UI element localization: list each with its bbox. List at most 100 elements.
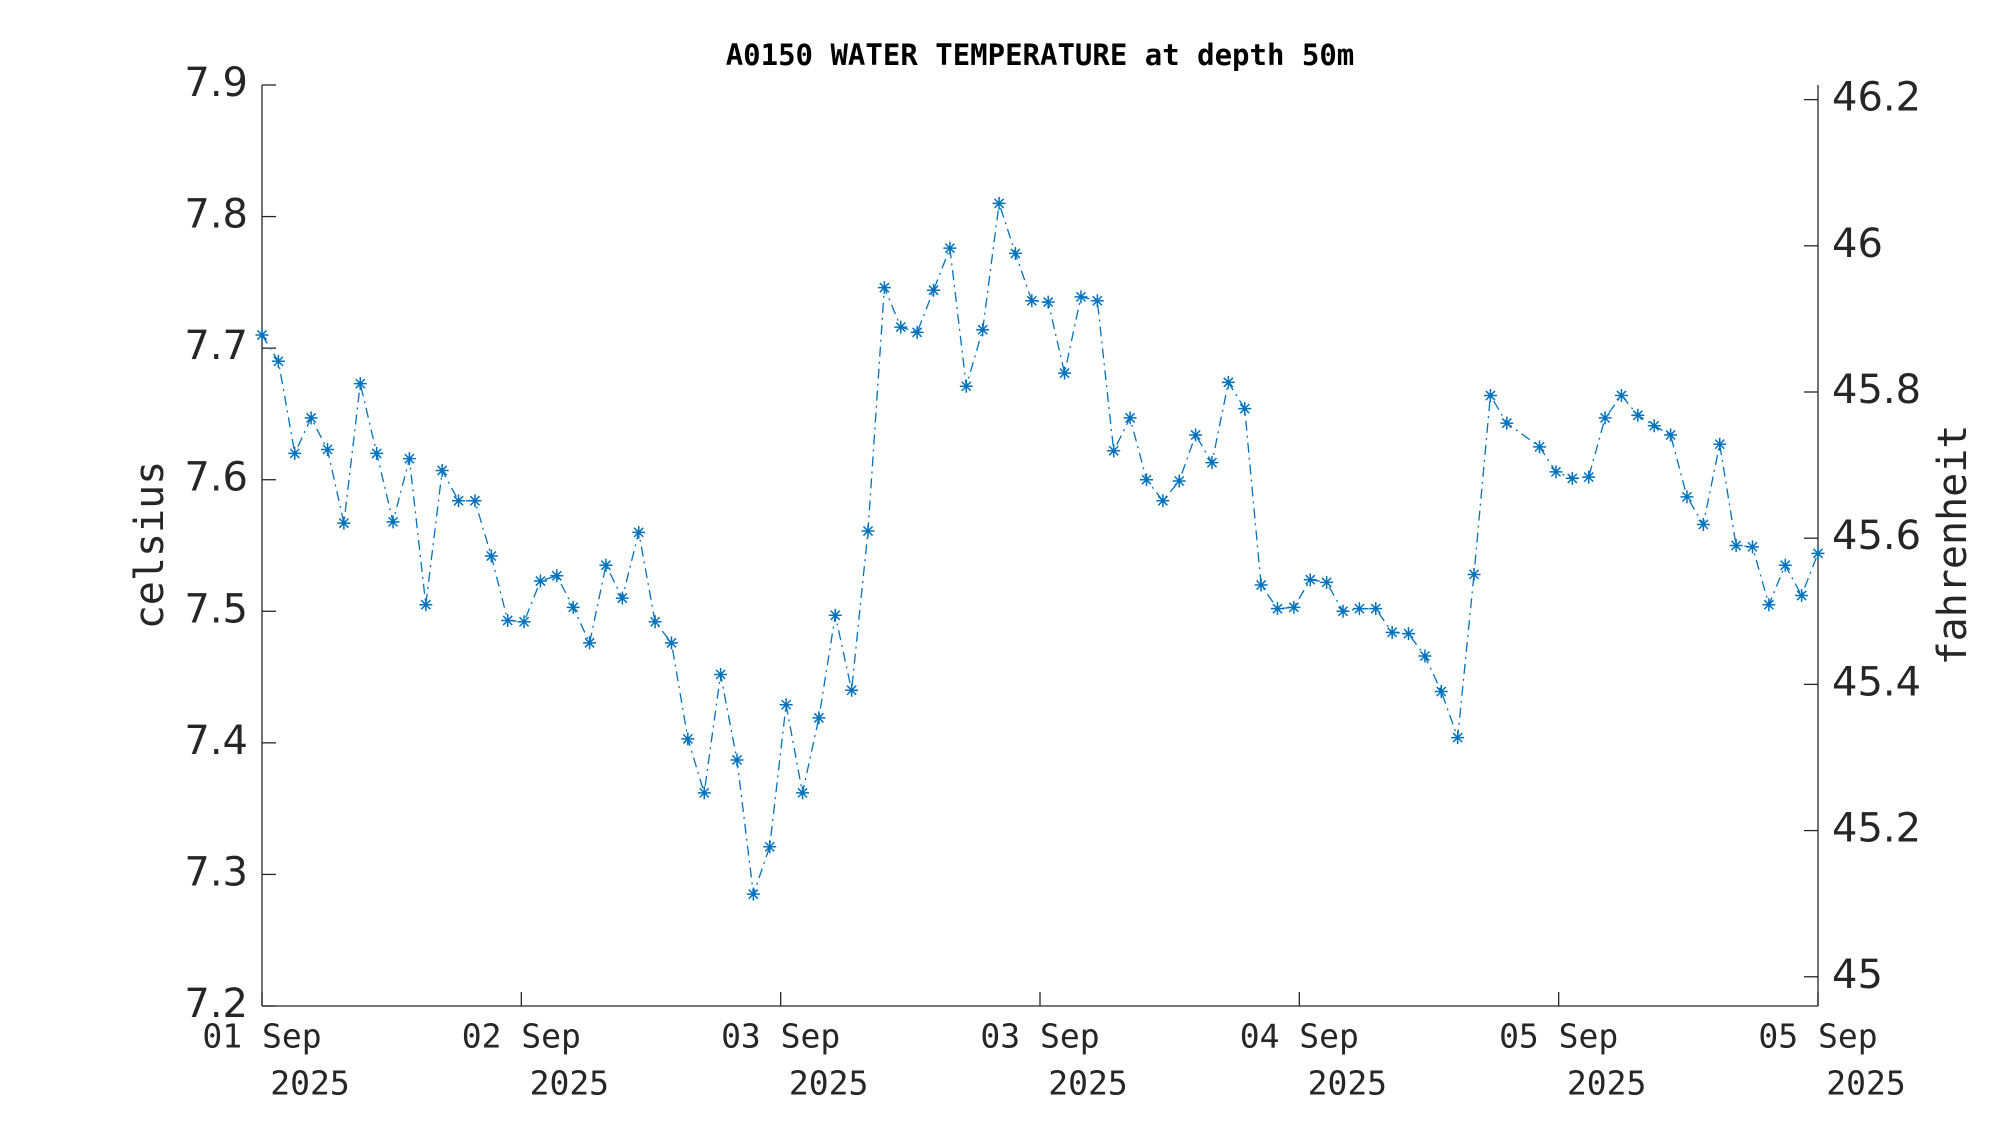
data-point <box>370 446 384 460</box>
data-point <box>1107 444 1121 458</box>
data-point <box>1008 246 1022 260</box>
x-tick-label: 01 Sep <box>202 1017 321 1056</box>
data-point <box>1696 517 1710 531</box>
data-point <box>1778 558 1792 572</box>
data-point <box>681 732 695 746</box>
y2-tick-label: 45.4 <box>1832 659 1921 705</box>
y-tick-label: 7.8 <box>184 192 248 238</box>
data-point <box>845 683 859 697</box>
data-point <box>894 320 908 334</box>
data-point <box>1467 567 1481 581</box>
data-point <box>861 524 875 538</box>
data-point <box>468 494 482 508</box>
x-tick-label: 2025 <box>1048 1064 1127 1103</box>
data-point <box>1565 471 1579 485</box>
data-point <box>1598 411 1612 425</box>
y-tick-label: 7.9 <box>184 60 248 106</box>
data-point <box>435 464 449 478</box>
x-tick-label: 2025 <box>1308 1064 1387 1103</box>
x-tick-label: 2025 <box>530 1064 609 1103</box>
data-point <box>1238 402 1252 416</box>
data-point <box>1336 604 1350 618</box>
data-point <box>910 325 924 339</box>
data-point <box>1058 366 1072 380</box>
data-point <box>1205 456 1219 470</box>
data-point <box>501 613 515 627</box>
data-point <box>484 549 498 563</box>
data-point <box>1254 578 1268 592</box>
y-tick-label: 7.5 <box>184 586 248 632</box>
data-point <box>1582 470 1596 484</box>
data-point <box>1811 546 1825 560</box>
data-point <box>1664 428 1678 442</box>
data-point <box>877 281 891 295</box>
data-point <box>1647 419 1661 433</box>
data-point <box>321 442 335 456</box>
data-point <box>1434 685 1448 699</box>
y2-tick-label: 45 <box>1832 952 1883 998</box>
data-point <box>1123 411 1137 425</box>
data-point <box>353 377 367 391</box>
data-point <box>1221 375 1235 389</box>
y-tick-label: 7.4 <box>184 718 248 764</box>
y-tick-label: 7.6 <box>184 455 248 501</box>
data-point <box>1172 474 1186 488</box>
data-point <box>992 196 1006 210</box>
data-point <box>1139 473 1153 487</box>
data-point <box>927 283 941 297</box>
data-point <box>632 525 646 539</box>
data-point <box>1762 598 1776 612</box>
data-point <box>1631 408 1645 422</box>
data-point <box>1189 428 1203 442</box>
data-point <box>1500 416 1514 430</box>
data-point <box>1713 437 1727 451</box>
data-point <box>697 786 711 800</box>
x-tick-label: 2025 <box>789 1064 868 1103</box>
data-point <box>648 615 662 629</box>
data-point <box>615 591 629 605</box>
data-point <box>566 600 580 614</box>
data-point <box>1352 602 1366 616</box>
y2-tick-label: 46.2 <box>1832 75 1921 121</box>
data-point <box>730 753 744 767</box>
x-tick-label: 05 Sep <box>1758 1017 1877 1056</box>
y2-tick-label: 45.8 <box>1832 367 1921 413</box>
data-point <box>1418 649 1432 663</box>
data-point <box>419 598 433 612</box>
data-point <box>1074 290 1088 304</box>
data-point <box>583 636 597 650</box>
data-point <box>1451 731 1465 745</box>
data-point <box>763 840 777 854</box>
data-point <box>796 786 810 800</box>
x-tick-label: 03 Sep <box>721 1017 840 1056</box>
data-point <box>1795 588 1809 602</box>
x-tick-label: 2025 <box>1567 1064 1646 1103</box>
y2-tick-label: 45.6 <box>1832 513 1921 559</box>
data-point <box>664 636 678 650</box>
x-tick-label: 05 Sep <box>1499 1017 1618 1056</box>
x-tick-label: 02 Sep <box>462 1017 581 1056</box>
data-point <box>1270 602 1284 616</box>
data-point <box>959 379 973 393</box>
data-point <box>288 446 302 460</box>
data-point <box>255 328 269 342</box>
data-point <box>517 615 531 629</box>
data-point <box>271 354 285 368</box>
x-tick-label: 2025 <box>270 1064 349 1103</box>
data-point <box>1729 539 1743 552</box>
data-point <box>1614 389 1628 403</box>
data-point <box>1090 294 1104 308</box>
y-tick-label: 7.3 <box>184 849 248 895</box>
y-tick-label: 7.2 <box>184 981 248 1027</box>
y-tick-label: 7.7 <box>184 323 248 369</box>
data-point <box>599 558 613 572</box>
data-point <box>714 667 728 681</box>
data-point <box>1549 465 1563 479</box>
x-tick-label: 2025 <box>1826 1064 1905 1103</box>
y2-tick-label: 45.2 <box>1832 806 1921 852</box>
data-point <box>386 515 400 529</box>
data-point <box>1303 573 1317 587</box>
data-point <box>1483 389 1497 403</box>
data-point <box>550 569 564 583</box>
